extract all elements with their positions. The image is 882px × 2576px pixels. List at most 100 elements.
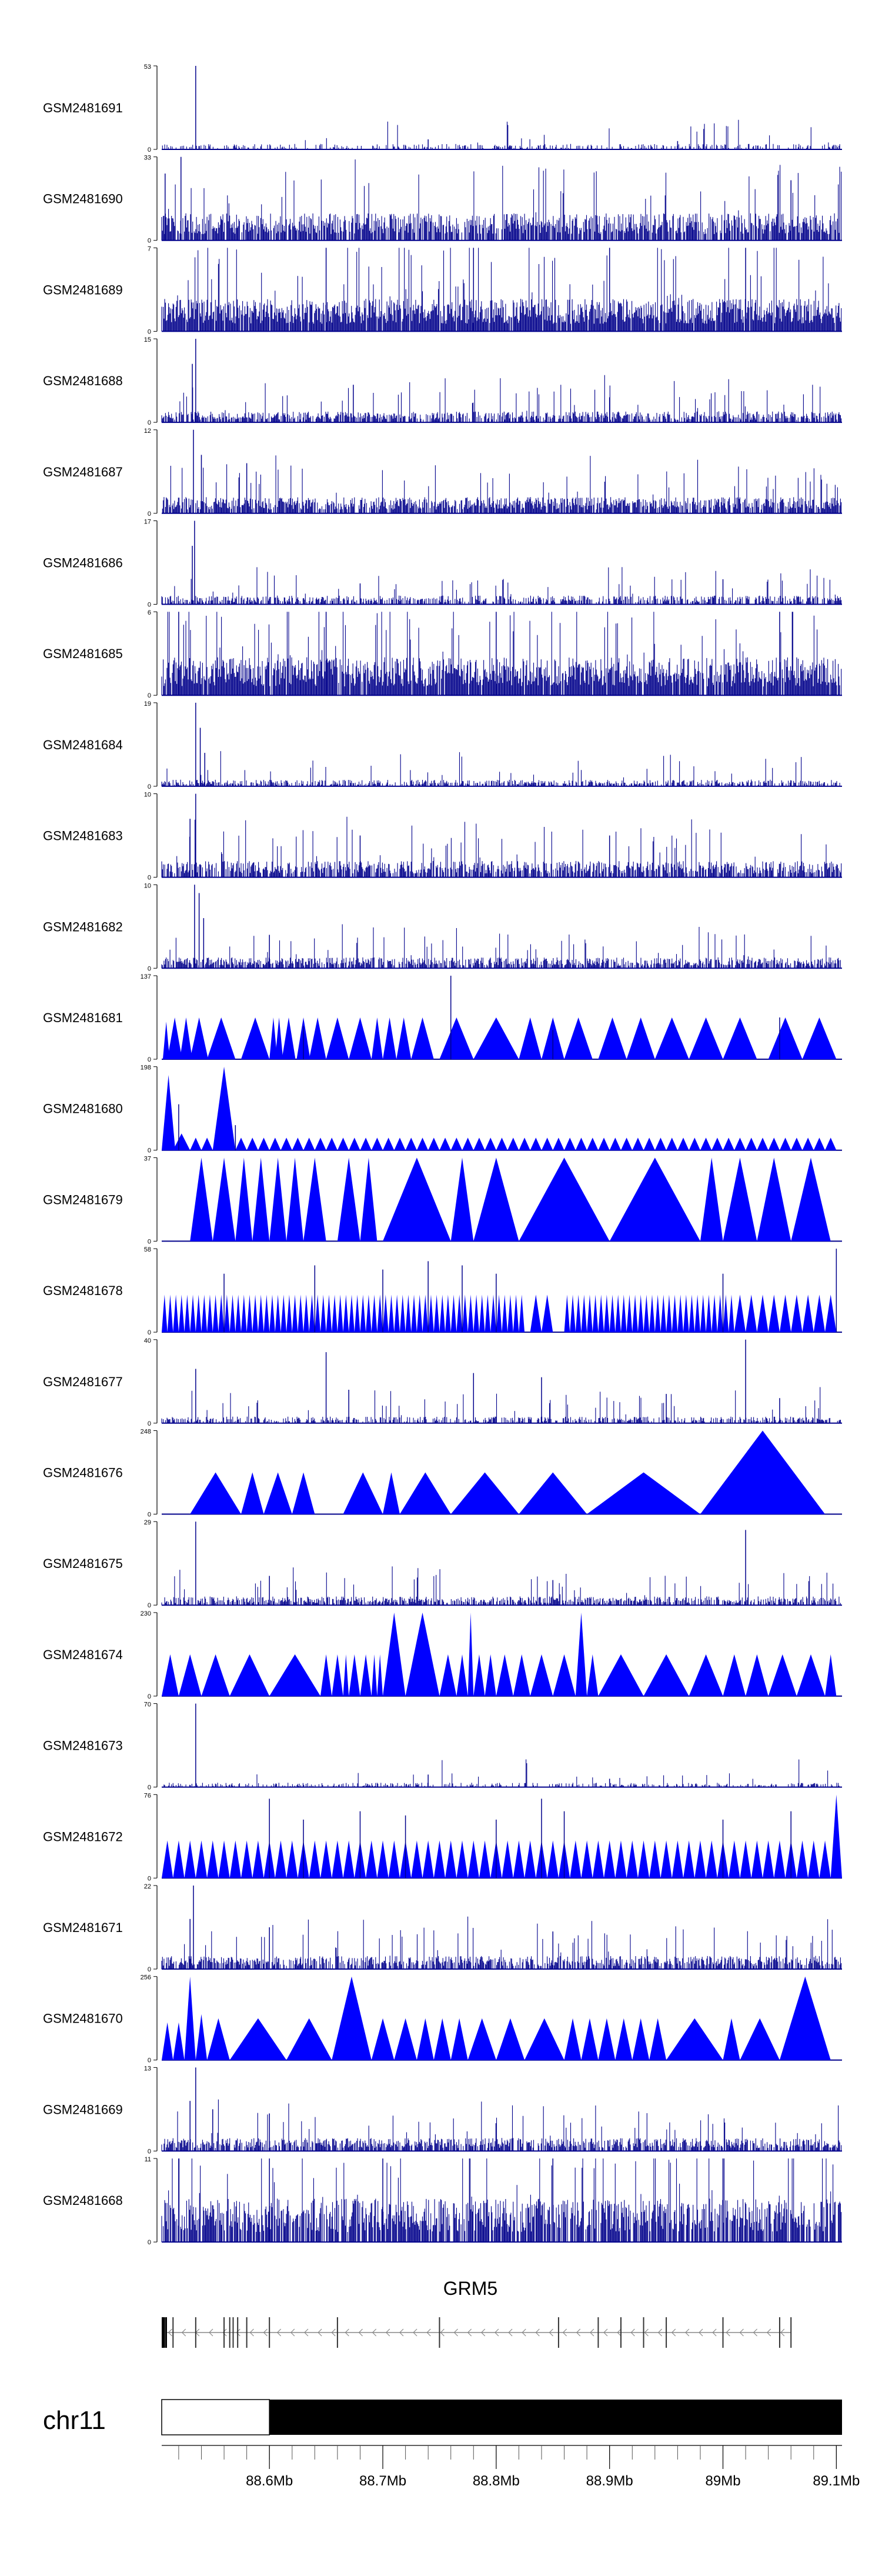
track-ymin-label: 0: [148, 2148, 151, 2155]
track-interaction-arc: [813, 1294, 826, 1333]
track-label: GSM2481677: [43, 1374, 123, 1389]
track-interaction-arc: [383, 1137, 395, 1150]
track-interaction-arc: [349, 1137, 360, 1150]
track-interaction-arc: [768, 1654, 797, 1696]
track-interaction-arc: [371, 1137, 383, 1150]
track-interaction-arc: [581, 1294, 587, 1333]
track-interaction-arc: [383, 1294, 389, 1333]
track-label: GSM2481675: [43, 1556, 123, 1571]
track-interaction-arc: [564, 1017, 593, 1059]
track-interaction-arc: [746, 1294, 757, 1333]
track-interaction-arc: [235, 1137, 247, 1150]
track-interaction-arc: [598, 2018, 616, 2060]
track-interaction-arc: [626, 1294, 633, 1333]
track-interaction-arc: [462, 1137, 474, 1150]
track-interaction-arc: [445, 1294, 451, 1333]
track-interaction-arc: [292, 1294, 298, 1333]
track-ymin-label: 0: [148, 238, 151, 245]
track-interaction-arc: [467, 1612, 474, 1696]
track-interaction-arc: [246, 1294, 253, 1333]
track-interaction-arc: [519, 1157, 610, 1242]
track-interaction-arc: [218, 1840, 230, 1878]
track-interaction-arc: [643, 1294, 650, 1333]
genome-axis-tick-label: 88.7Mb: [359, 2473, 406, 2489]
track-interaction-arc: [502, 1294, 508, 1333]
track-interaction-arc: [643, 1137, 655, 1150]
track-interaction-arc: [757, 1294, 769, 1333]
track-ymin-label: 0: [148, 1602, 151, 1609]
track-interaction-arc: [496, 1654, 513, 1696]
track-interaction-arc: [507, 1294, 513, 1333]
track-label: GSM2481669: [43, 2102, 123, 2117]
track-interaction-arc: [258, 1294, 264, 1333]
track-interaction-arc: [496, 2018, 525, 2060]
track-interaction-arc: [286, 2018, 332, 2060]
track-interaction-arc: [383, 1017, 397, 1059]
track-interaction-arc: [224, 1294, 230, 1333]
track-interaction-arc: [813, 1137, 826, 1150]
track-interaction-arc: [439, 1654, 457, 1696]
track-interaction-arc: [456, 1654, 468, 1696]
track-interaction-arc: [825, 1294, 837, 1333]
track-interaction-arc: [320, 1294, 326, 1333]
track-ymax-label: 12: [144, 428, 151, 435]
track-ymax-label: 22: [144, 1883, 151, 1890]
track-label: GSM2481685: [43, 646, 123, 661]
track-signal: [162, 455, 842, 513]
track-interaction-arc: [190, 1017, 209, 1059]
track-interaction-arc: [207, 1840, 219, 1878]
track-interaction-arc: [240, 1017, 270, 1059]
track-interaction-arc: [473, 1157, 519, 1242]
track-interaction-arc: [422, 1840, 434, 1878]
track-interaction-arc: [490, 1294, 496, 1333]
track-interaction-arc: [229, 2018, 287, 2060]
track-interaction-arc: [337, 1137, 349, 1150]
track-interaction-arc: [456, 1294, 463, 1333]
track-ymax-label: 40: [144, 1337, 151, 1344]
track-ymax-label: 29: [144, 1519, 151, 1526]
track-interaction-arc: [315, 1137, 326, 1150]
track-interaction-arc: [201, 1137, 213, 1150]
track-interaction-arc: [700, 1157, 723, 1242]
track-interaction-arc: [467, 1840, 479, 1878]
track-interaction-arc: [303, 1157, 326, 1242]
track-interaction-arc: [450, 2018, 468, 2060]
track-interaction-arc: [513, 1294, 519, 1333]
track-label: GSM2481668: [43, 2193, 123, 2208]
track-interaction-arc: [326, 1017, 349, 1059]
track-ymax-label: 198: [141, 1065, 151, 1072]
chromosome-label: chr11: [43, 2406, 106, 2435]
track-interaction-arc: [269, 1157, 287, 1242]
track-ymax-label: 6: [148, 609, 151, 616]
track-interaction-arc: [394, 2018, 417, 2060]
track-interaction-arc: [218, 1294, 225, 1333]
track-label: GSM2481686: [43, 556, 123, 570]
track-interaction-arc: [825, 1137, 837, 1150]
track-interaction-arc: [706, 1840, 717, 1878]
track-interaction-arc: [167, 1017, 182, 1059]
track-interaction-arc: [513, 1654, 530, 1696]
track-ymin-label: 0: [148, 1784, 151, 1791]
track-interaction-arc: [286, 1840, 298, 1878]
track-interaction-arc: [541, 1294, 553, 1333]
track-interaction-arc: [252, 1840, 264, 1878]
track-interaction-arc: [309, 1017, 326, 1059]
track-interaction-arc: [269, 1654, 320, 1696]
track-interaction-arc: [173, 1133, 191, 1150]
track-interaction-arc: [229, 1840, 241, 1878]
track-interaction-arc: [179, 1017, 193, 1059]
track-interaction-arc: [416, 1294, 423, 1333]
track-interaction-arc: [570, 1294, 576, 1333]
track-interaction-arc: [711, 1137, 723, 1150]
track-ymin-label: 0: [148, 965, 151, 972]
track-interaction-arc: [399, 1472, 451, 1514]
track-interaction-arc: [212, 1066, 236, 1150]
track-interaction-arc: [507, 1137, 519, 1150]
track-interaction-arc: [383, 1157, 451, 1242]
track-interaction-arc: [757, 1137, 769, 1150]
track-signal: [161, 612, 842, 696]
track-interaction-arc: [343, 1654, 349, 1696]
track-interaction-arc: [717, 1294, 723, 1333]
track-label: GSM2481687: [43, 465, 123, 479]
